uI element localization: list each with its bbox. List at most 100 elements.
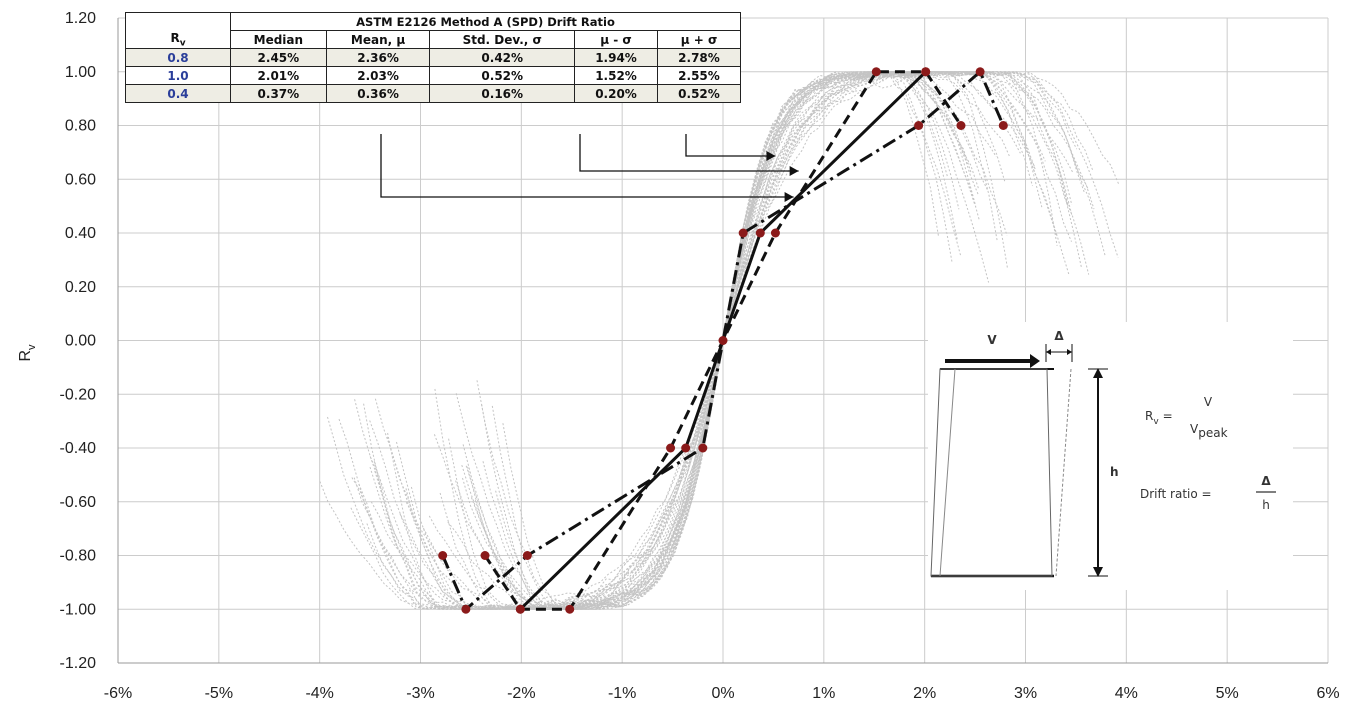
table-arrow <box>579 134 799 172</box>
h-arrowhead-top <box>1093 368 1103 378</box>
data-point-marker <box>921 67 931 77</box>
x-tick-label: -5% <box>205 685 233 702</box>
table-cell: 2.45% <box>230 48 327 67</box>
test-curve <box>405 71 1036 610</box>
col-header: Std. Dev., σ <box>429 30 576 49</box>
y-tick-label: 0.60 <box>65 171 96 188</box>
markers-group <box>438 67 1008 614</box>
wall-panel <box>930 368 1053 577</box>
drift-numerator: Δ <box>1261 474 1271 488</box>
table-cell: 0.37% <box>230 84 327 103</box>
test-curve <box>363 71 1082 610</box>
table-row: 0.4 0.37% 0.36% 0.16% 0.20% 0.52% <box>125 84 741 103</box>
table-arrow <box>380 134 794 198</box>
table-arrowhead <box>789 166 799 176</box>
data-point-marker <box>666 443 676 453</box>
h-label: h <box>1110 465 1119 479</box>
formula-numerator: V <box>1204 395 1213 409</box>
table-cell: 2.03% <box>325 66 431 85</box>
x-tick-label: -6% <box>104 685 132 702</box>
table-cell: 0.16% <box>429 84 576 103</box>
wall-deformed-left <box>939 368 956 577</box>
y-tick-label: 0.00 <box>65 333 96 350</box>
col-header: Mean, μ <box>325 30 431 49</box>
table-cell: 0.36% <box>325 84 431 103</box>
data-point-marker <box>755 228 765 238</box>
wall-diagram-inset: V Δ h Rv = V Vpeak Drift ratio = Δ h <box>928 322 1293 590</box>
origin-marker <box>718 336 728 345</box>
rv-cell: 0.4 <box>125 84 231 103</box>
table-cell: 0.42% <box>429 48 576 67</box>
col-header: μ - σ <box>574 30 658 49</box>
wall-deformed-right <box>1055 368 1072 577</box>
data-point-marker <box>871 67 881 77</box>
v-arrowhead <box>1030 354 1040 368</box>
data-point-marker <box>738 228 748 238</box>
y-tick-label: 1.00 <box>65 64 96 81</box>
h-arrowhead-bottom <box>1093 567 1103 577</box>
tick-labels: -6% -5% -4% -3% -2% -1% 0% 1% 2% 3% 4% 5% 6% -1.20 -1.… <box>60 10 1340 702</box>
y-axis-label: Rv <box>17 344 38 362</box>
drift-denominator: h <box>1262 498 1270 512</box>
y-tick-label: -0.40 <box>60 440 97 457</box>
x-tick-label: -3% <box>406 685 434 702</box>
table-cell: 2.01% <box>230 66 327 85</box>
y-tick-label: 0.20 <box>65 279 96 296</box>
inset-background <box>928 322 1293 590</box>
table-cell: 2.36% <box>325 48 431 67</box>
table-cell: 0.20% <box>574 84 658 103</box>
y-tick-label: -0.80 <box>60 548 97 565</box>
y-tick-label: 0.80 <box>65 118 96 135</box>
data-point-marker <box>522 551 532 560</box>
y-tick-label: -0.60 <box>60 494 97 511</box>
table-arrowhead <box>766 151 776 161</box>
data-point-marker <box>956 121 966 130</box>
data-point-marker <box>914 121 924 130</box>
table-cell: 1.94% <box>574 48 658 67</box>
data-point-marker <box>998 121 1008 130</box>
x-tick-label: -2% <box>507 685 535 702</box>
rv-cell: 1.0 <box>125 66 231 85</box>
data-point-marker <box>480 551 490 560</box>
delta-arrowhead-left <box>1046 349 1051 355</box>
data-point-marker <box>770 228 780 238</box>
data-point-marker <box>515 604 525 614</box>
rv-header: Rv <box>125 30 231 49</box>
table-arrows <box>380 134 799 202</box>
rv-cell: 0.8 <box>125 48 231 67</box>
y-tick-label: -0.20 <box>60 386 97 403</box>
table-corner <box>125 12 231 31</box>
y-tick-label: 1.20 <box>65 10 96 27</box>
table-arrowhead <box>784 192 794 202</box>
table-row: 0.8 2.45% 2.36% 0.42% 1.94% 2.78% <box>125 48 741 67</box>
delta-arrowhead-right <box>1067 349 1072 355</box>
x-tick-label: -1% <box>608 685 636 702</box>
x-tick-label: 1% <box>812 685 835 702</box>
data-point-marker <box>975 67 985 77</box>
formula-rv: Rv = <box>1145 409 1173 427</box>
table-cell: 1.52% <box>574 66 658 85</box>
data-point-marker <box>461 604 471 614</box>
x-tick-label: 5% <box>1216 685 1239 702</box>
table-cell: 2.78% <box>657 48 741 67</box>
series-line-dash-dot <box>441 70 1005 611</box>
data-point-marker <box>438 551 448 560</box>
table-title: ASTM E2126 Method A (SPD) Drift Ratio <box>230 12 741 31</box>
col-header: μ + σ <box>657 30 741 49</box>
y-tick-label: 0.40 <box>65 225 96 242</box>
data-point-marker <box>681 443 691 453</box>
table-cell: 0.52% <box>429 66 576 85</box>
y-tick-label: -1.20 <box>60 655 97 672</box>
delta-label: Δ <box>1054 329 1064 343</box>
formula-denominator: Vpeak <box>1190 422 1228 440</box>
table-cell: 0.52% <box>657 84 741 103</box>
x-tick-label: 4% <box>1115 685 1138 702</box>
table-arrow <box>685 134 776 157</box>
drift-ratio-table: ASTM E2126 Method A (SPD) Drift Ratio Rv… <box>125 12 741 103</box>
x-tick-label: -4% <box>305 685 333 702</box>
drift-ratio-label: Drift ratio = <box>1140 487 1212 501</box>
y-tick-label: -1.00 <box>60 601 97 618</box>
col-header: Median <box>230 30 327 49</box>
test-curve <box>455 71 990 610</box>
